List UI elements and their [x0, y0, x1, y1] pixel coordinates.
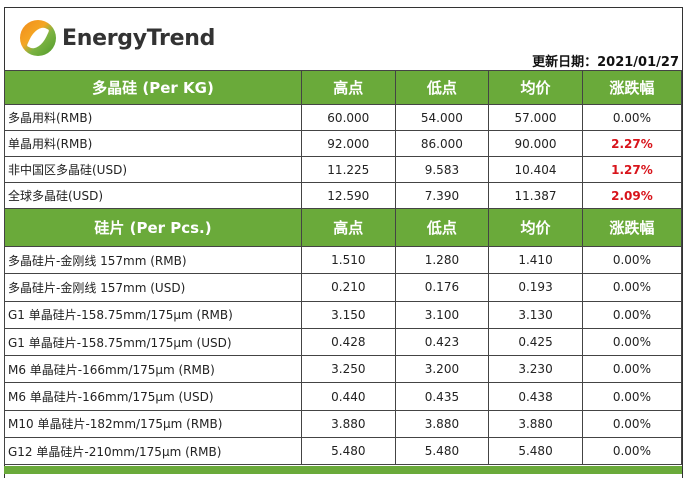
low-price: 54.000 [394, 104, 490, 131]
product-name: M6 单晶硅片-166mm/175μm (RMB) [4, 355, 302, 384]
product-name: 多晶硅片-金刚线 157mm (USD) [4, 273, 302, 302]
avg-price: 3.880 [488, 409, 583, 439]
low-price: 9.583 [394, 156, 490, 183]
high-price: 11.225 [301, 156, 396, 183]
high-price: 0.428 [301, 327, 396, 357]
table-row: 单晶用料(RMB) 92.000 86.000 90.000 2.27% [4, 130, 683, 157]
change-percent: 2.09% [581, 182, 683, 209]
low-price: 3.200 [394, 355, 490, 384]
column-header: 高点 [301, 70, 396, 105]
change-percent: 0.00% [581, 409, 683, 439]
low-price: 7.390 [394, 182, 490, 209]
avg-price: 90.000 [488, 130, 583, 157]
change-percent: 1.27% [581, 156, 683, 183]
column-header: 低点 [394, 208, 490, 247]
product-name: 单晶用料(RMB) [4, 130, 302, 157]
product-name: M6 单晶硅片-166mm/175μm (USD) [4, 382, 302, 411]
price-table: 多晶硅 (Per KG) 高点 低点 均价 涨跌幅 多晶用料(RMB) 60.000 54… [4, 70, 683, 466]
product-name: G12 单晶硅片-210mm/175μm (RMB) [4, 437, 302, 466]
product-name: 全球多晶硅(USD) [4, 182, 302, 209]
avg-price: 0.193 [488, 273, 583, 302]
table-row: M6 单晶硅片-166mm/175μm (RMB) 3.250 3.200 3.… [4, 355, 683, 384]
avg-price: 10.404 [488, 156, 583, 183]
high-price: 3.150 [301, 300, 396, 329]
table-row: G1 单晶硅片-158.75mm/175μm (USD) 0.428 0.423… [4, 327, 683, 357]
section-header: 硅片 (Per Pcs.) 高点 低点 均价 涨跌幅 [4, 208, 683, 247]
high-price: 92.000 [301, 130, 396, 157]
product-name: 多晶硅片-金刚线 157mm (RMB) [4, 245, 302, 275]
avg-price: 3.230 [488, 355, 583, 384]
low-price: 5.480 [394, 437, 490, 466]
change-percent: 0.00% [581, 355, 683, 384]
leaf-logo-icon [20, 20, 56, 56]
change-percent: 2.27% [581, 130, 683, 157]
change-percent: 0.00% [581, 437, 683, 466]
product-name: G1 单晶硅片-158.75mm/175μm (USD) [4, 327, 302, 357]
table-row: 多晶硅片-金刚线 157mm (RMB) 1.510 1.280 1.410 0… [4, 245, 683, 275]
table-row: M10 单晶硅片-182mm/175μm (RMB) 3.880 3.880 3… [4, 409, 683, 439]
product-name: 多晶用料(RMB) [4, 104, 302, 131]
low-price: 1.280 [394, 245, 490, 275]
high-price: 1.510 [301, 245, 396, 275]
change-percent: 0.00% [581, 104, 683, 131]
avg-price: 1.410 [488, 245, 583, 275]
table-row: 多晶用料(RMB) 60.000 54.000 57.000 0.00% [4, 104, 683, 131]
section-header: 多晶硅 (Per KG) 高点 低点 均价 涨跌幅 [4, 70, 683, 105]
low-price: 0.435 [394, 382, 490, 411]
change-percent: 0.00% [581, 273, 683, 302]
low-price: 86.000 [394, 130, 490, 157]
column-header: 低点 [394, 70, 490, 105]
high-price: 3.250 [301, 355, 396, 384]
high-price: 0.210 [301, 273, 396, 302]
change-percent: 0.00% [581, 245, 683, 275]
update-date: 更新日期：2021/01/27 [532, 55, 679, 70]
low-price: 3.100 [394, 300, 490, 329]
avg-price: 0.425 [488, 327, 583, 357]
column-header: 均价 [488, 208, 583, 247]
brand-name: EnergyTrend [62, 25, 216, 51]
avg-price: 0.438 [488, 382, 583, 411]
avg-price: 57.000 [488, 104, 583, 131]
high-price: 3.880 [301, 409, 396, 439]
table-row: G12 单晶硅片-210mm/175μm (RMB) 5.480 5.480 5… [4, 437, 683, 466]
high-price: 0.440 [301, 382, 396, 411]
avg-price: 11.387 [488, 182, 583, 209]
column-header: 高点 [301, 208, 396, 247]
table-row: 非中国区多晶硅(USD) 11.225 9.583 10.404 1.27% [4, 156, 683, 183]
change-percent: 0.00% [581, 382, 683, 411]
low-price: 0.176 [394, 273, 490, 302]
low-price: 3.880 [394, 409, 490, 439]
change-percent: 0.00% [581, 327, 683, 357]
section-title: 多晶硅 (Per KG) [4, 70, 302, 105]
table-row: G1 单晶硅片-158.75mm/175μm (RMB) 3.150 3.100… [4, 300, 683, 329]
table-row: M6 单晶硅片-166mm/175μm (USD) 0.440 0.435 0.… [4, 382, 683, 411]
low-price: 0.423 [394, 327, 490, 357]
change-percent: 0.00% [581, 300, 683, 329]
avg-price: 3.130 [488, 300, 583, 329]
product-name: M10 单晶硅片-182mm/175μm (RMB) [4, 409, 302, 439]
avg-price: 5.480 [488, 437, 583, 466]
column-header: 涨跌幅 [581, 70, 683, 105]
logo: EnergyTrend [20, 20, 215, 56]
product-name: G1 单晶硅片-158.75mm/175μm (RMB) [4, 300, 302, 329]
high-price: 12.590 [301, 182, 396, 209]
table-row: 多晶硅片-金刚线 157mm (USD) 0.210 0.176 0.193 0… [4, 273, 683, 302]
table-row: 全球多晶硅(USD) 12.590 7.390 11.387 2.09% [4, 182, 683, 209]
next-section-header [4, 466, 682, 474]
column-header: 均价 [488, 70, 583, 105]
high-price: 60.000 [301, 104, 396, 131]
high-price: 5.480 [301, 437, 396, 466]
column-header: 涨跌幅 [581, 208, 683, 247]
product-name: 非中国区多晶硅(USD) [4, 156, 302, 183]
section-title: 硅片 (Per Pcs.) [4, 208, 302, 247]
